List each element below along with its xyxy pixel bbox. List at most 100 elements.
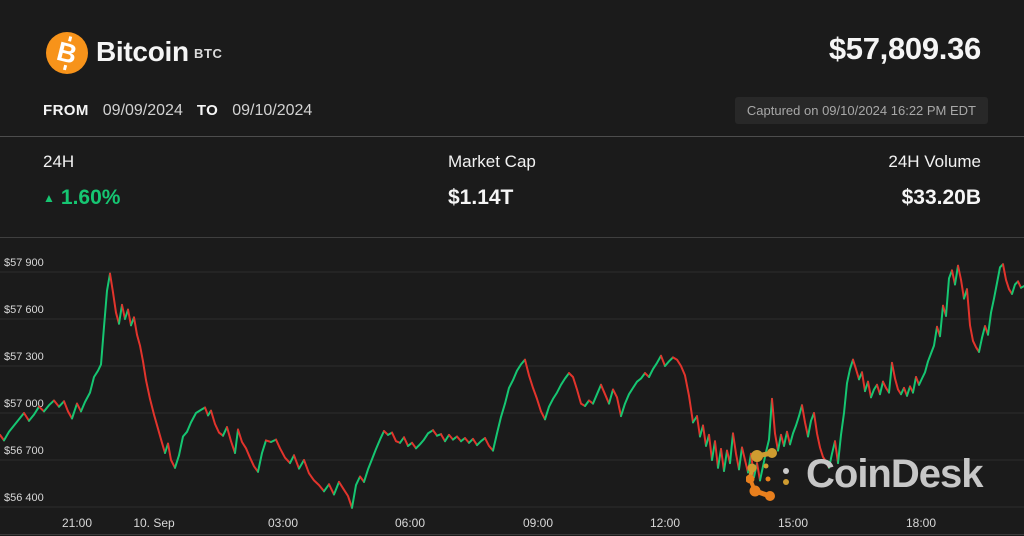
price-line-segment <box>275 438 291 465</box>
price-line-segment <box>723 449 728 472</box>
x-axis-tick: 21:00 <box>62 516 92 530</box>
x-axis-tick: 15:00 <box>778 516 808 530</box>
price-line-segment <box>600 383 610 405</box>
volume-24h-value: $33.20B <box>901 186 981 209</box>
market-cap-label: Market Cap <box>448 152 536 171</box>
price-line-segment <box>837 358 854 465</box>
price-line-segment <box>777 433 782 452</box>
price-line-segment <box>415 429 434 450</box>
price-line-segment <box>127 308 132 327</box>
price-line-segment <box>23 412 30 422</box>
price-line-segment <box>38 405 45 413</box>
price-line-segment <box>732 432 740 471</box>
price-line-segment <box>786 430 791 446</box>
price-line-segment <box>204 406 209 417</box>
price-line-segment <box>234 428 239 454</box>
price-line-segment <box>729 432 734 465</box>
market-cap-value: $1.14T <box>448 186 514 209</box>
price-line-segment <box>957 264 965 300</box>
price-line-segment <box>783 430 788 447</box>
bitcoin-logo-icon: B <box>46 32 88 74</box>
y-axis-tick: $57 600 <box>4 304 44 316</box>
price-line-segment <box>323 483 330 493</box>
price-line-segment <box>293 454 300 470</box>
price-line-segment <box>702 424 707 447</box>
price-line-segment <box>58 400 65 408</box>
y-axis-tick: $57 000 <box>4 398 44 410</box>
price-line-segment <box>708 433 713 461</box>
price-line-segment <box>411 441 417 450</box>
price-line-segment <box>738 446 743 471</box>
price-line-segment <box>121 303 126 320</box>
from-date[interactable]: 09/09/2024 <box>102 102 183 119</box>
price-line-segment <box>109 272 120 325</box>
price-line-segment <box>118 303 123 325</box>
price-line-segment <box>237 428 259 473</box>
price-line-segment <box>133 316 166 454</box>
y-axis-tick: $56 700 <box>4 445 44 457</box>
price-line-segment <box>664 356 674 367</box>
current-price: $57,809.36 <box>828 31 981 66</box>
price-line-segment <box>978 325 986 353</box>
price-line-segment <box>945 269 953 317</box>
price-line-segment <box>63 400 73 420</box>
price-line-segment <box>403 436 409 447</box>
y-axis-tick: $56 400 <box>4 492 44 504</box>
x-axis-tick: 09:00 <box>523 516 553 530</box>
coindesk-logo-icon <box>746 448 789 501</box>
price-line-segment <box>226 426 236 454</box>
y-axis-tick: $57 300 <box>4 351 44 363</box>
x-axis-tick: 03:00 <box>268 516 298 530</box>
up-arrow-icon: ▲ <box>43 191 55 205</box>
price-line-segment <box>43 399 55 413</box>
price-line-segment <box>1002 263 1013 295</box>
price-line-segment <box>672 356 694 424</box>
price-line-segment <box>448 433 454 441</box>
price-line-segment <box>939 304 944 338</box>
x-axis-tick: 18:00 <box>906 516 936 530</box>
coin-name: Bitcoin <box>96 36 189 67</box>
price-line-segment <box>891 361 902 396</box>
coindesk-watermark: CoinDesk <box>746 446 983 502</box>
price-line-segment <box>472 437 478 447</box>
price-line-segment <box>391 431 401 444</box>
price-line-segment <box>333 480 340 496</box>
price-line-segment <box>544 372 570 421</box>
price-line-segment <box>813 412 830 469</box>
price-line-segment <box>789 404 803 446</box>
price-line-segment <box>741 446 749 474</box>
x-axis-tick: 10. Sep <box>133 516 175 530</box>
price-line-segment <box>303 459 325 493</box>
price-line-segment <box>167 442 176 469</box>
price-line-segment <box>257 439 267 473</box>
price-line-segment <box>592 383 602 405</box>
price-line-segment <box>464 437 470 444</box>
to-date[interactable]: 09/10/2024 <box>232 102 313 119</box>
price-line-segment <box>696 415 701 438</box>
price-line-segment <box>476 437 486 447</box>
y-axis-tick: $57 900 <box>4 257 44 269</box>
price-line-segment <box>210 409 224 437</box>
price-line-segment <box>608 388 614 405</box>
price-line-segment <box>852 358 860 381</box>
divider-bottom <box>0 237 1024 238</box>
price-line-segment <box>888 361 893 394</box>
price-line-segment <box>720 448 725 472</box>
coindesk-wordmark: CoinDesk <box>806 452 983 496</box>
price-chart[interactable]: $57 900 $57 600 $57 300 $57 000 $56 700 $56 4… <box>0 240 1024 536</box>
price-line-segment <box>879 380 884 396</box>
price-line-segment <box>440 433 446 443</box>
to-label: TO <box>196 102 219 119</box>
price-line-segment <box>456 435 462 443</box>
price-line-segment <box>584 399 590 407</box>
price-line-segment <box>648 354 662 378</box>
price-line-segment <box>870 383 878 399</box>
price-line-segment <box>0 433 5 442</box>
price-line-segment <box>444 433 450 443</box>
change-24h-value: ▲ 1.60% <box>43 186 121 209</box>
price-line-segment <box>828 440 836 469</box>
captured-timestamp-badge: Captured on 09/10/2024 16:22 PM EDT <box>734 97 988 124</box>
price-line-segment <box>568 372 586 407</box>
date-range: FROM 09/09/2024 TO 09/10/2024 <box>43 102 312 120</box>
